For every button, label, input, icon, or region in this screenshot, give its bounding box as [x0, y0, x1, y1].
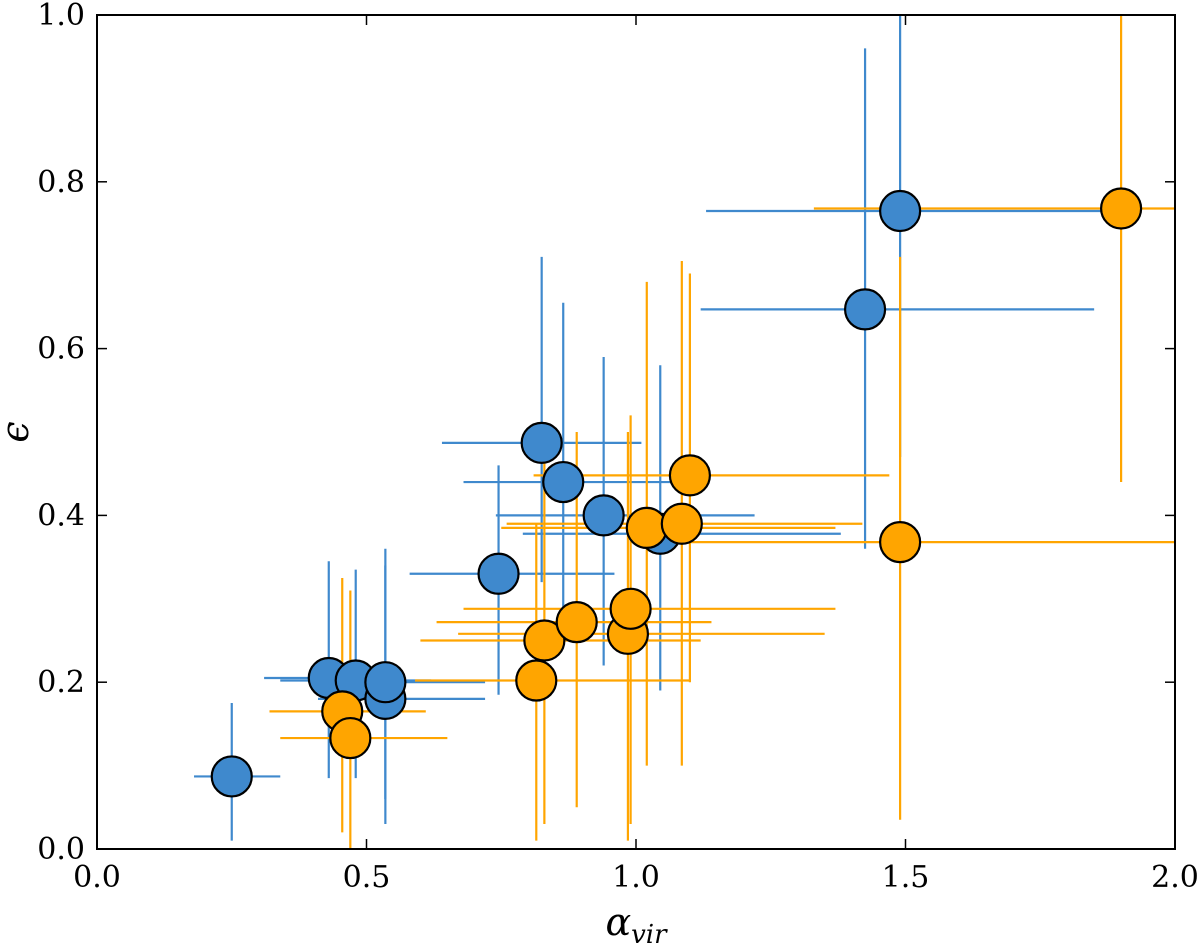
blue-point [542, 460, 585, 504]
blue-point [879, 189, 922, 233]
blue-point [582, 494, 625, 537]
x-tick-label: 0.5 [343, 860, 391, 895]
plot-frame [96, 14, 1176, 850]
y-tick-label: 1.0 [37, 0, 85, 33]
x-tick-label: 1.0 [612, 860, 660, 895]
y-tick-label: 0.6 [37, 332, 85, 367]
x-axis-label-sub: vir [631, 920, 668, 943]
orange-point [609, 587, 652, 630]
x-tick-label: 0.0 [73, 860, 121, 895]
orange-point [515, 659, 558, 702]
blue-point [477, 552, 520, 595]
orange-point [1099, 187, 1143, 230]
blue-point [364, 661, 407, 704]
blue-point [520, 421, 563, 464]
y-tick-label: 0.4 [37, 498, 85, 533]
orange-point [555, 601, 598, 644]
orange-point [523, 619, 566, 662]
y-axis-label: ϵ [0, 421, 37, 442]
orange-point [879, 520, 922, 564]
blue-point [843, 288, 887, 331]
y-tick-label: 0.0 [37, 832, 85, 867]
orange-point [625, 506, 668, 550]
x-axis-label: αvir [605, 900, 668, 943]
orange-point [660, 502, 703, 545]
y-tick-label: 0.8 [37, 165, 85, 200]
x-tick-label: 2.0 [1151, 860, 1199, 895]
blue-point [210, 755, 253, 798]
y-tick-label: 0.2 [37, 665, 85, 700]
orange-point [668, 454, 712, 497]
x-axis-label-main: α [605, 900, 631, 943]
x-tick-label: 1.5 [882, 860, 930, 895]
orange-point [329, 716, 372, 760]
